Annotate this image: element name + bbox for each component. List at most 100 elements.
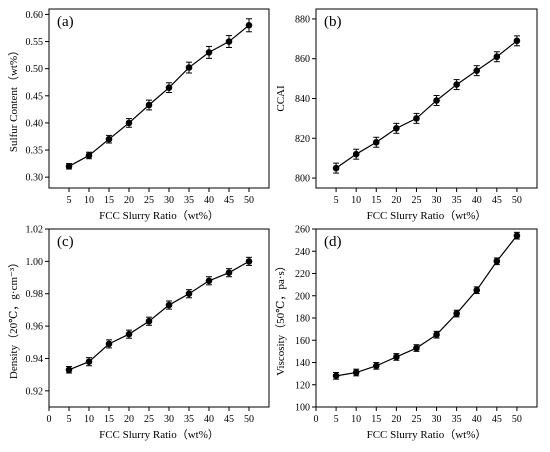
data-point: [245, 21, 253, 29]
data-point: [513, 37, 521, 45]
x-axis-label: FCC Slurry Ratio（wt%）: [99, 209, 219, 222]
y-tick-label: 0.30: [26, 173, 44, 184]
y-tick-label: 180: [295, 314, 310, 325]
data-point: [453, 81, 460, 88]
y-tick-label: 160: [295, 336, 310, 347]
x-tick-label: 30: [164, 414, 174, 425]
y-tick-label: 880: [295, 14, 310, 25]
data-point: [205, 49, 213, 56]
data-point: [145, 317, 153, 325]
x-tick-label: 45: [224, 414, 234, 425]
data-point: [185, 64, 193, 71]
data-point: [453, 310, 460, 317]
y-tick-label: 260: [295, 225, 310, 236]
panel-label: (d): [324, 234, 342, 250]
data-point: [225, 38, 233, 45]
data-point: [433, 97, 440, 104]
chart-panel-2: 5 10 15 20 25 30 35 40 45 50 800 820 840 860 880 (b) FCC…: [275, 8, 538, 222]
data-point: [372, 138, 380, 146]
data-point: [352, 369, 360, 376]
x-tick-label: 40: [472, 195, 482, 206]
y-tick-label: 0.94: [26, 354, 44, 365]
y-tick-label: 140: [295, 358, 310, 369]
x-tick-label: 30: [432, 195, 442, 206]
chart-panel-3: 0 5 10 15 20 25 30 35 40 45 50 0.92 0.94 0.96 0.98 1.00…: [7, 225, 270, 441]
series-line: [68, 260, 250, 371]
x-tick-label: 50: [512, 195, 522, 206]
y-tick-label: 800: [295, 174, 310, 185]
y-tick-label: 1.00: [26, 257, 44, 268]
data-point: [165, 301, 173, 309]
data-point: [125, 330, 133, 338]
x-tick-label: 0: [314, 414, 319, 425]
data-point: [413, 344, 420, 352]
panel-label: (c): [57, 234, 74, 250]
x-tick-label: 15: [104, 414, 114, 425]
x-tick-label: 15: [371, 414, 381, 425]
y-tick-label: 0.96: [26, 322, 44, 333]
plot-frame: [48, 228, 270, 408]
data-point: [372, 362, 380, 370]
y-tick-label: 0.45: [26, 91, 44, 102]
x-axis-label: FCC Slurry Ratio（wt%）: [367, 428, 487, 441]
data-point: [105, 135, 113, 143]
data-point: [352, 150, 360, 158]
data-point: [245, 258, 253, 265]
x-tick-label: 15: [371, 195, 381, 206]
data-point: [393, 125, 400, 132]
y-tick-label: 0.40: [26, 118, 44, 129]
x-tick-label: 5: [334, 414, 339, 425]
series-line: [68, 24, 250, 167]
data-point: [85, 152, 93, 159]
y-tick-label: 200: [295, 291, 310, 302]
data-point: [393, 353, 400, 361]
y-tick-label: 0.92: [26, 386, 44, 397]
series-line: [335, 235, 518, 377]
x-tick-label: 30: [164, 195, 174, 206]
y-axis-label: CCAI: [275, 85, 287, 112]
data-point: [85, 358, 93, 365]
data-point: [493, 257, 501, 265]
y-tick-label: 0.60: [26, 10, 44, 21]
x-tick-label: 35: [452, 195, 462, 206]
data-point: [473, 286, 481, 294]
x-tick-label: 40: [204, 414, 214, 425]
y-axis-label: Sulfur Content（wt%）: [7, 45, 20, 152]
data-point: [473, 67, 481, 74]
y-tick-label: 860: [295, 54, 310, 65]
x-tick-label: 45: [492, 195, 502, 206]
x-axis-label: FCC Slurry Ratio（wt%）: [367, 209, 487, 222]
data-point: [165, 84, 173, 91]
data-point: [105, 340, 113, 348]
chart-panel-1: 5 10 15 20 25 30 35 40 45 50 0.30 0.35 0.40 0.45 0.50 0…: [7, 8, 270, 222]
y-tick-label: 0.35: [26, 146, 44, 157]
x-tick-label: 15: [104, 195, 114, 206]
data-point: [413, 115, 420, 122]
x-tick-label: 10: [351, 414, 361, 425]
x-tick-label: 45: [492, 414, 502, 425]
data-point: [65, 163, 73, 170]
x-tick-label: 5: [334, 195, 339, 206]
y-tick-label: 220: [295, 269, 310, 280]
y-tick-label: 0.55: [26, 37, 44, 48]
x-tick-label: 5: [67, 195, 72, 206]
panel-label: (a): [57, 14, 74, 30]
y-tick-label: 120: [295, 380, 310, 391]
data-point: [332, 372, 340, 380]
y-tick-label: 100: [295, 403, 310, 414]
panel-label: (b): [324, 14, 342, 30]
x-tick-label: 20: [391, 414, 401, 425]
data-point: [225, 269, 233, 276]
x-tick-label: 20: [124, 195, 134, 206]
data-point: [332, 164, 340, 172]
x-tick-label: 50: [512, 414, 522, 425]
y-axis-label: Density（20℃，g·cm⁻³）: [7, 257, 20, 379]
chart-panel-4: 0 5 10 15 20 25 30 35 40 45 50 100 120 140 160 180 200 22…: [274, 225, 538, 441]
x-tick-label: 20: [124, 414, 134, 425]
x-tick-label: 50: [244, 414, 254, 425]
x-tick-label: 20: [391, 195, 401, 206]
x-tick-label: 25: [411, 414, 421, 425]
x-tick-label: 40: [472, 414, 482, 425]
x-axis-label: FCC Slurry Ratio（wt%）: [99, 428, 219, 441]
